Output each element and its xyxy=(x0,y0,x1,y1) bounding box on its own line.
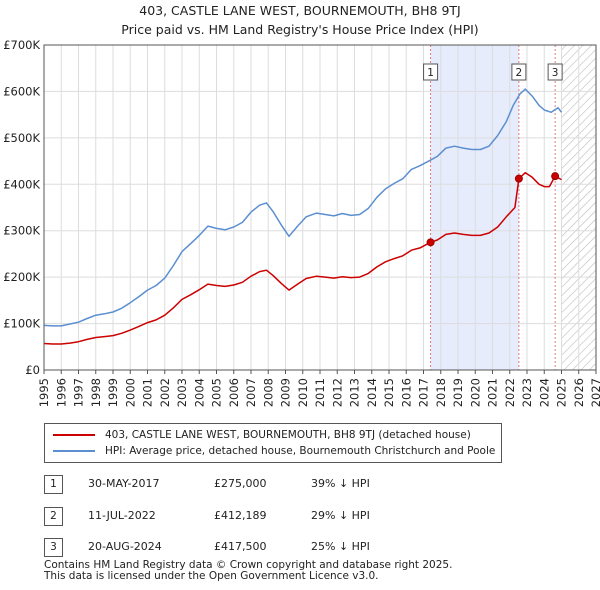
x-tick-label: 2002 xyxy=(158,378,172,407)
sale-label-box xyxy=(423,63,439,81)
sale-label-box xyxy=(511,63,527,81)
x-tick-label: 2007 xyxy=(244,378,258,407)
sale-hpi-diff: 29% ↓ HPI xyxy=(311,509,370,522)
legend-item-hpi: HPI: Average price, detached house, Bour… xyxy=(53,443,495,459)
sale-point xyxy=(551,172,560,181)
x-tick-label: 2015 xyxy=(382,378,396,407)
footer-line-2: This data is licensed under the Open Gov… xyxy=(44,570,379,582)
y-tick-label: £700K xyxy=(3,38,40,52)
x-tick-label: 1999 xyxy=(106,378,120,407)
x-tick-label: 2011 xyxy=(313,378,327,407)
footer-line-1: Contains HM Land Registry data © Crown c… xyxy=(44,559,453,571)
sale-point xyxy=(426,238,435,247)
table-row: 3 20-AUG-2024 £417,500 25% ↓ HPI xyxy=(44,535,564,557)
x-tick-label: 2019 xyxy=(451,378,465,407)
x-tick-label: 2018 xyxy=(434,378,448,407)
sale-price: £275,000 xyxy=(214,477,267,490)
sale-date: 20-AUG-2024 xyxy=(88,540,162,553)
x-tick-label: 2003 xyxy=(175,378,189,407)
footer: Contains HM Land Registry data © Crown c… xyxy=(44,560,452,582)
x-tick-label: 2000 xyxy=(123,378,137,407)
sale-number-badge: 1 xyxy=(44,475,63,494)
legend: 403, CASTLE LANE WEST, BOURNEMOUTH, BH8 … xyxy=(44,423,502,463)
legend-swatch-hpi xyxy=(53,450,95,452)
x-tick-label: 2024 xyxy=(537,378,551,407)
sale-point xyxy=(514,174,523,183)
legend-label-hpi: HPI: Average price, detached house, Bour… xyxy=(105,445,496,457)
ownership-shaded-region xyxy=(430,45,519,370)
sale-label-number: 3 xyxy=(552,67,559,79)
x-tick-label: 2016 xyxy=(399,378,413,407)
x-tick-label: 1997 xyxy=(72,378,86,407)
y-tick-label: £300K xyxy=(3,224,40,238)
price-chart: 1 2 3 £0 £100K £200K £300K £400K £500K £600K £700… xyxy=(3,38,600,407)
sale-date: 11-JUL-2022 xyxy=(88,509,156,522)
x-tick-label: 2014 xyxy=(365,378,379,407)
x-tick-label: 2008 xyxy=(261,378,275,407)
sale-label-number: 2 xyxy=(516,67,523,79)
chart-title: 403, CASTLE LANE WEST, BOURNEMOUTH, BH8 … xyxy=(0,0,600,38)
x-tick-label: 2006 xyxy=(227,378,241,407)
x-tick-label: 1995 xyxy=(37,378,51,407)
property-series-line xyxy=(43,171,562,345)
table-row: 1 30-MAY-2017 £275,000 39% ↓ HPI xyxy=(44,472,564,494)
x-tick-label: 2025 xyxy=(555,378,569,407)
x-tick-label: 2017 xyxy=(417,378,431,407)
x-tick-label: 2001 xyxy=(141,378,155,407)
x-tick-label: 2023 xyxy=(520,378,534,407)
x-tick-label: 2012 xyxy=(330,378,344,407)
title-line-2: Price paid vs. HM Land Registry's House … xyxy=(121,22,479,37)
sale-number-badge: 2 xyxy=(44,507,63,526)
y-tick-label: £500K xyxy=(3,131,40,145)
sale-hpi-diff: 25% ↓ HPI xyxy=(311,540,370,553)
legend-item-property: 403, CASTLE LANE WEST, BOURNEMOUTH, BH8 … xyxy=(53,427,471,443)
table-row: 2 11-JUL-2022 £412,189 29% ↓ HPI xyxy=(44,504,564,526)
x-tick-label: 2009 xyxy=(279,378,293,407)
sale-price: £417,500 xyxy=(214,540,267,553)
x-tick-label: 2004 xyxy=(192,378,206,407)
sale-date: 30-MAY-2017 xyxy=(88,477,160,490)
title-line-1: 403, CASTLE LANE WEST, BOURNEMOUTH, BH8 … xyxy=(139,3,461,18)
sale-price: £412,189 xyxy=(214,509,267,522)
plot-frame xyxy=(43,44,597,371)
x-tick-label: 2027 xyxy=(589,378,600,407)
legend-swatch-property xyxy=(53,434,95,436)
x-tick-label: 2005 xyxy=(210,378,224,407)
sale-label-box xyxy=(547,63,563,81)
x-tick-label: 1998 xyxy=(89,378,103,407)
x-tick-label: 1996 xyxy=(54,378,68,407)
sale-hpi-diff: 39% ↓ HPI xyxy=(311,477,370,490)
legend-label-property: 403, CASTLE LANE WEST, BOURNEMOUTH, BH8 … xyxy=(105,429,471,441)
y-tick-label: £400K xyxy=(3,177,40,191)
y-tick-label: £100K xyxy=(3,317,40,331)
y-tick-label: £0 xyxy=(25,363,40,377)
x-tick-label: 2013 xyxy=(348,378,362,407)
x-tick-label: 2010 xyxy=(296,378,310,407)
y-tick-label: £600K xyxy=(3,84,40,98)
sale-label-number: 1 xyxy=(427,67,434,79)
hpi-series-line xyxy=(43,88,563,327)
x-tick-label: 2020 xyxy=(468,378,482,407)
x-tick-label: 2022 xyxy=(503,378,517,407)
sale-number-badge: 3 xyxy=(44,538,63,557)
x-tick-label: 2021 xyxy=(486,378,500,407)
y-tick-label: £200K xyxy=(3,270,40,284)
x-tick-label: 2026 xyxy=(572,378,586,407)
